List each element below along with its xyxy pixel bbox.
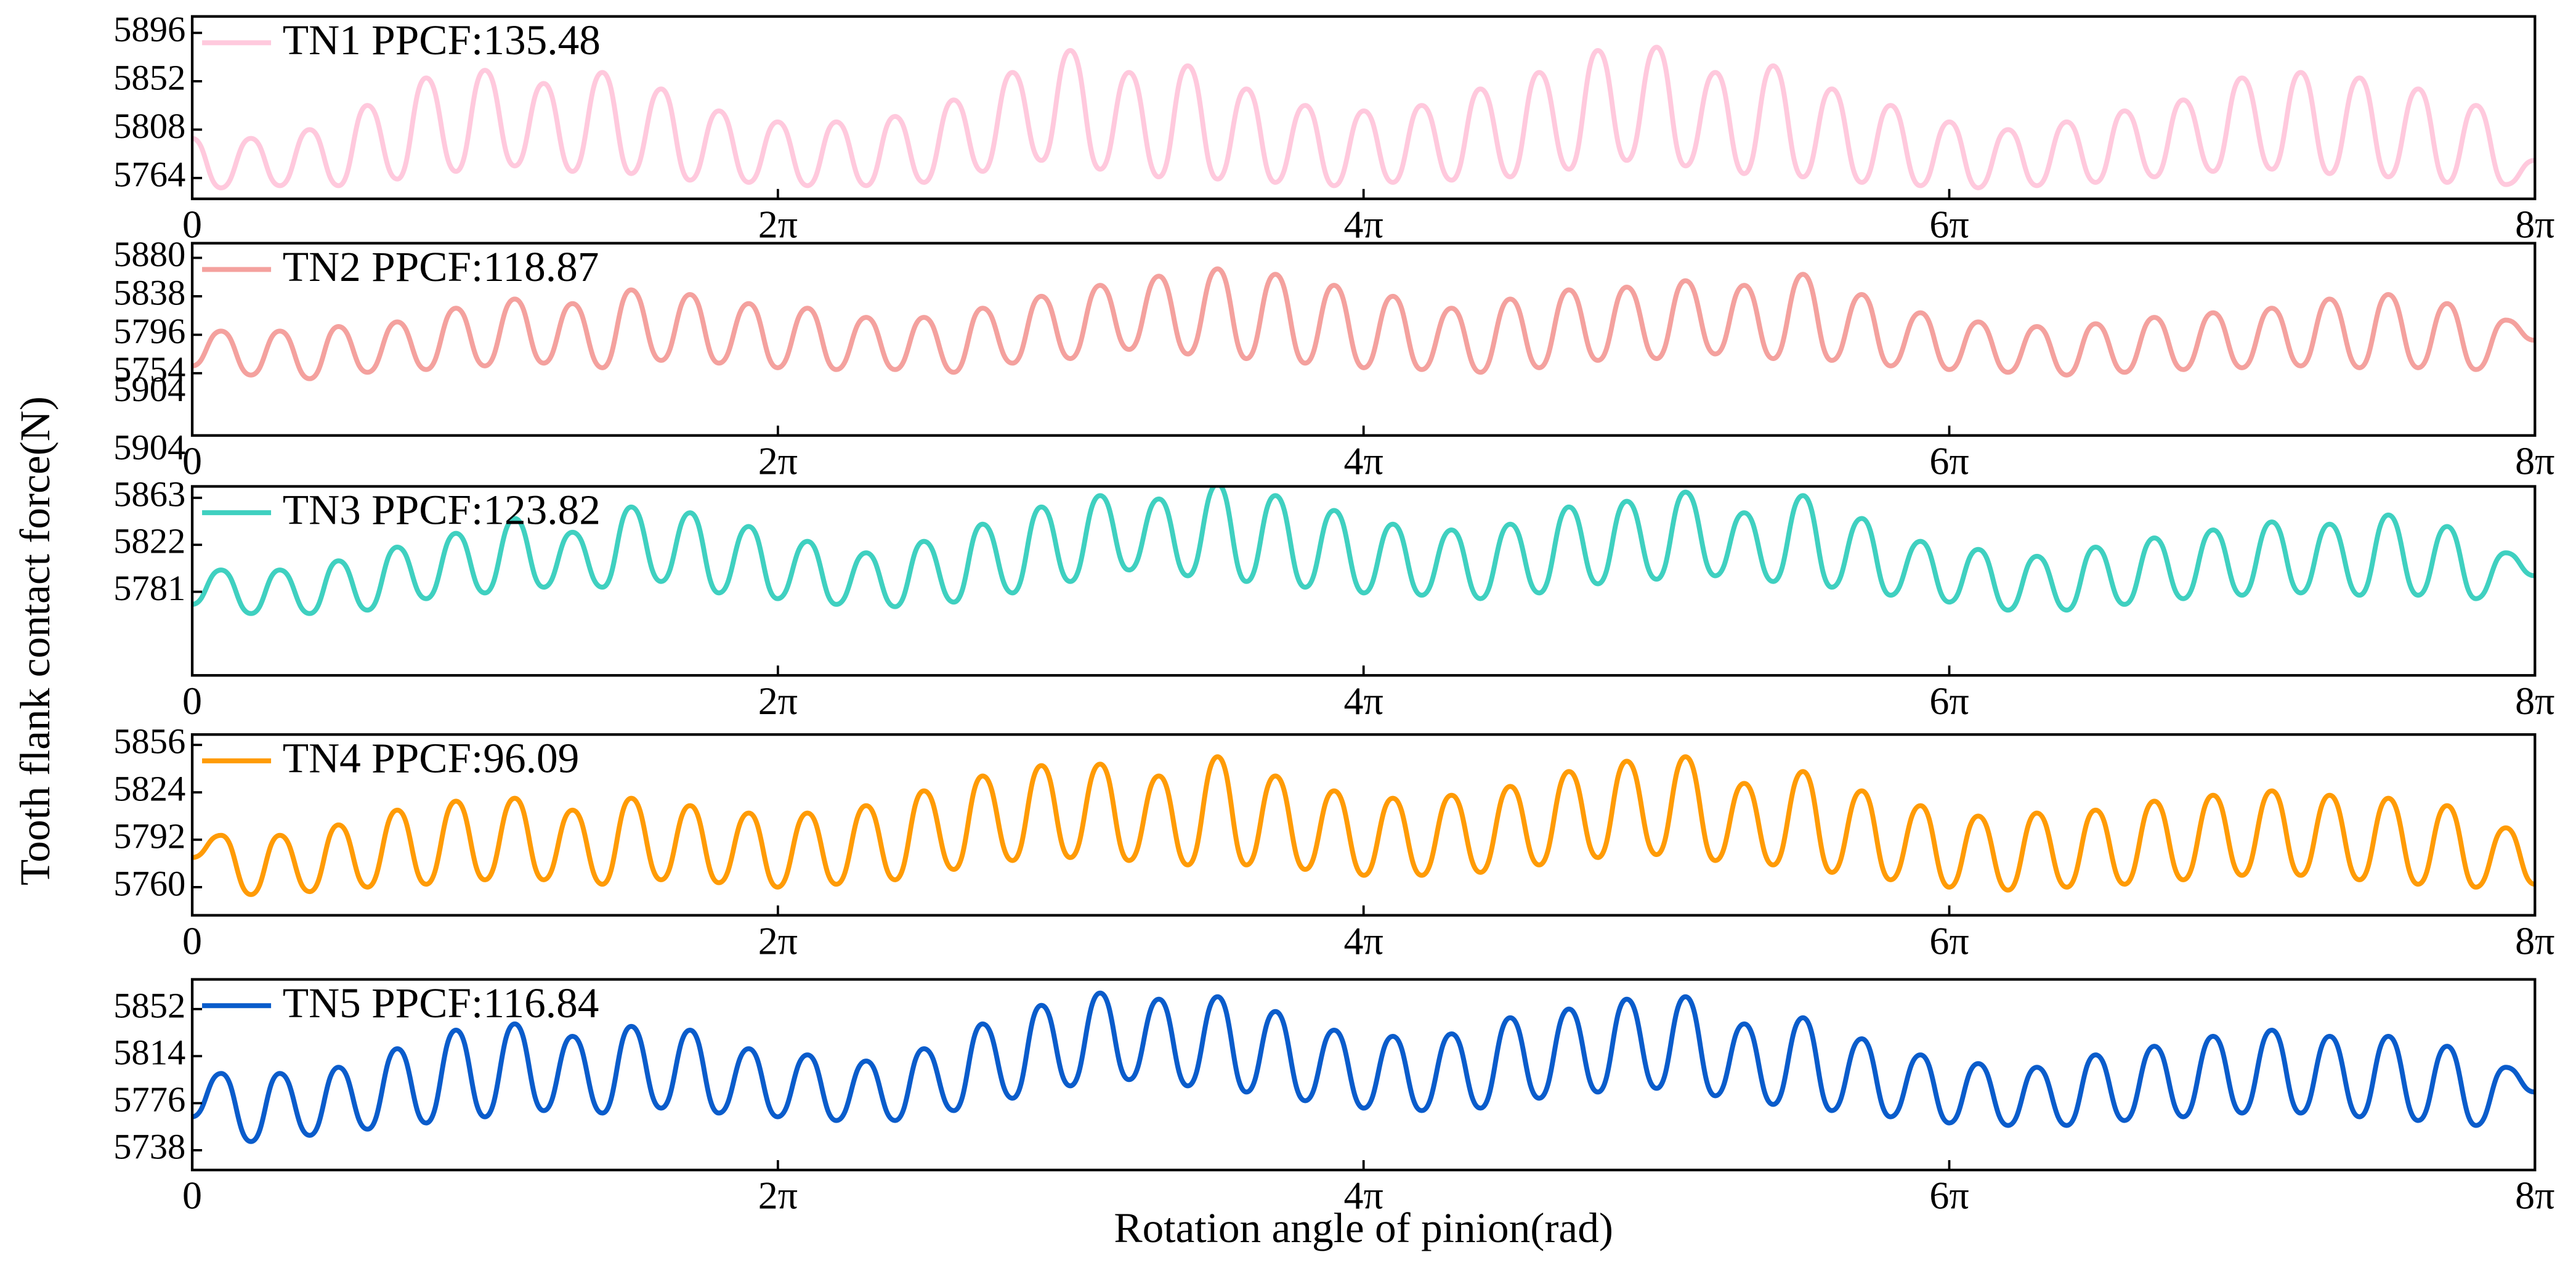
annotation: 5904 bbox=[113, 369, 185, 409]
x-tick-label: 8π bbox=[2515, 679, 2554, 723]
y-axis-label: Tooth flank contact force(N) bbox=[11, 396, 59, 885]
x-tick-label: 2π bbox=[758, 919, 798, 962]
x-tick-label: 8π bbox=[2515, 1174, 2554, 1217]
x-tick-label: 0 bbox=[182, 439, 202, 482]
x-tick-label: 4π bbox=[1344, 439, 1383, 482]
x-tick-label: 2π bbox=[758, 1174, 798, 1217]
x-tick-label: 0 bbox=[182, 202, 202, 246]
x-tick-label: 6π bbox=[1929, 1174, 1969, 1217]
y-tick-label: 5904 bbox=[113, 427, 185, 467]
x-tick-label: 2π bbox=[758, 202, 798, 246]
legend-label: TN5 PPCF:116.84 bbox=[283, 979, 599, 1026]
x-tick-label: 0 bbox=[182, 919, 202, 962]
series-line bbox=[192, 754, 2535, 897]
plot-frame bbox=[190, 485, 2537, 677]
legend-label: TN3 PPCF:123.82 bbox=[283, 486, 601, 534]
y-tick-label: 5808 bbox=[113, 106, 185, 146]
x-tick-label: 6π bbox=[1929, 679, 1969, 723]
x-tick-label: 4π bbox=[1344, 202, 1383, 246]
x-tick-label: 8π bbox=[2515, 439, 2554, 482]
y-tick-label: 5776 bbox=[113, 1079, 185, 1120]
series-line bbox=[192, 266, 2535, 381]
x-tick-label: 2π bbox=[758, 679, 798, 723]
x-tick-label: 4π bbox=[1344, 919, 1383, 962]
x-tick-label: 6π bbox=[1929, 919, 1969, 962]
y-tick-label: 5754 bbox=[113, 349, 185, 389]
x-tick-label: 0 bbox=[182, 679, 202, 723]
y-tick-label: 5852 bbox=[113, 985, 185, 1025]
x-tick-label: 6π bbox=[1929, 202, 1969, 246]
x-axis-label: Rotation angle of pinion(rad) bbox=[1114, 1204, 1613, 1251]
y-tick-label: 5838 bbox=[113, 272, 185, 312]
y-tick-label: 5792 bbox=[113, 816, 185, 856]
series-line bbox=[192, 44, 2535, 190]
y-tick-label: 5738 bbox=[113, 1126, 185, 1166]
legend-label: TN2 PPCF:118.87 bbox=[283, 243, 599, 290]
y-tick-label: 5852 bbox=[113, 57, 185, 97]
legend-label: TN4 PPCF:96.09 bbox=[283, 734, 580, 781]
x-tick-label: 6π bbox=[1929, 439, 1969, 482]
y-tick-label: 5760 bbox=[113, 863, 185, 903]
y-tick-label: 5781 bbox=[113, 568, 185, 608]
y-tick-label: 5896 bbox=[113, 9, 185, 49]
y-tick-label: 5856 bbox=[113, 721, 185, 761]
y-tick-label: 5796 bbox=[113, 311, 185, 351]
series-line bbox=[192, 990, 2535, 1144]
x-tick-label: 4π bbox=[1344, 679, 1383, 723]
series-line bbox=[192, 486, 2535, 616]
x-tick-label: 8π bbox=[2515, 202, 2554, 246]
y-tick-label: 5822 bbox=[113, 521, 185, 561]
x-tick-label: 2π bbox=[758, 439, 798, 482]
y-tick-label: 5764 bbox=[113, 154, 185, 194]
legend-label: TN1 PPCF:135.48 bbox=[283, 16, 601, 63]
y-tick-label: 5824 bbox=[113, 768, 185, 808]
x-tick-label: 4π bbox=[1344, 1174, 1383, 1217]
y-tick-label: 5814 bbox=[113, 1033, 185, 1073]
x-tick-label: 8π bbox=[2515, 919, 2554, 962]
x-tick-label: 0 bbox=[182, 1174, 202, 1217]
y-tick-label: 5880 bbox=[113, 234, 185, 274]
y-tick-label: 5863 bbox=[113, 474, 185, 514]
